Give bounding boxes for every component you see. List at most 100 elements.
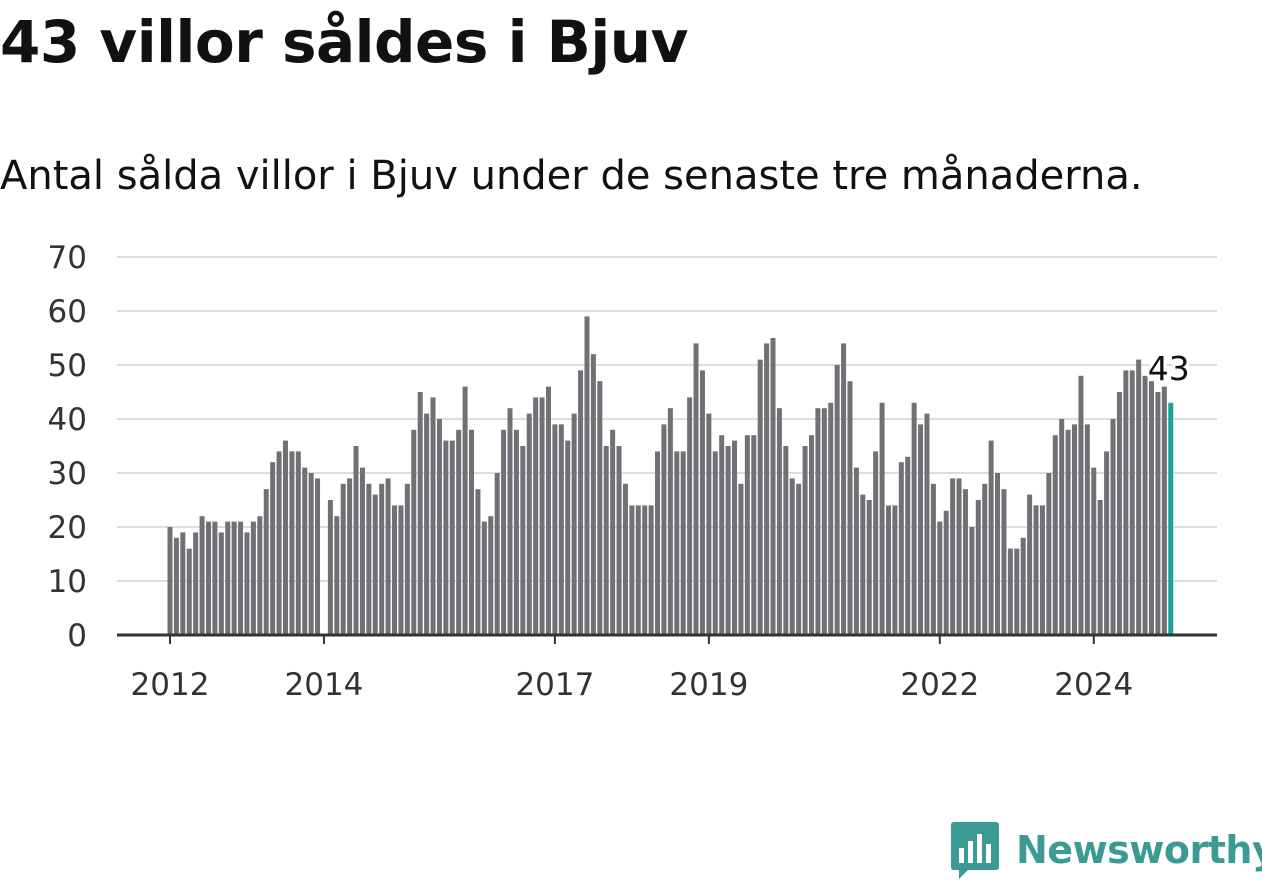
bar-latest <box>1168 402 1174 635</box>
bar <box>205 521 211 635</box>
bar <box>263 489 269 635</box>
bar <box>385 478 391 635</box>
bar <box>802 446 808 635</box>
bar <box>218 532 224 635</box>
bar <box>340 483 346 635</box>
bar <box>238 521 244 635</box>
latest-value-label: 43 <box>1148 349 1190 388</box>
bar <box>193 532 199 635</box>
bar <box>520 446 526 635</box>
bar <box>796 483 802 635</box>
bar <box>918 424 924 635</box>
bar <box>789 478 795 635</box>
bar <box>481 521 487 635</box>
bar <box>603 446 609 635</box>
bar <box>558 424 564 635</box>
y-tick-label: 60 <box>48 294 87 330</box>
bar <box>456 429 462 635</box>
bar <box>295 451 301 635</box>
bar <box>308 473 314 635</box>
bar <box>988 440 994 635</box>
x-axis <box>117 633 1217 644</box>
bar <box>302 467 308 635</box>
bar <box>186 548 192 635</box>
bar <box>860 494 866 635</box>
bar <box>969 527 975 635</box>
bar <box>411 429 417 635</box>
bar <box>873 451 879 635</box>
brand-name: Newsworthy <box>1016 828 1262 872</box>
bar <box>276 451 282 635</box>
bar <box>366 483 372 635</box>
bar <box>995 473 1001 635</box>
bar <box>834 365 840 635</box>
bar <box>937 521 943 635</box>
bar <box>962 489 968 635</box>
x-tick-label: 2012 <box>131 667 210 703</box>
bar <box>911 402 917 635</box>
bar <box>757 359 763 635</box>
bar <box>250 521 256 635</box>
bar <box>674 451 680 635</box>
bar <box>982 483 988 635</box>
x-tick-label: 2022 <box>900 667 979 703</box>
y-tick-label: 30 <box>48 456 87 492</box>
bar <box>347 478 353 635</box>
bar <box>751 435 757 635</box>
bar <box>1129 370 1135 635</box>
bar <box>950 478 956 635</box>
bar <box>173 537 179 635</box>
bar <box>565 440 571 635</box>
bar <box>924 413 930 635</box>
bar <box>443 440 449 635</box>
bar <box>642 505 648 635</box>
bar <box>282 440 288 635</box>
bar <box>501 429 507 635</box>
bar <box>1142 375 1148 635</box>
bar <box>847 381 853 635</box>
bar <box>719 435 725 635</box>
newsworthy-logo: Newsworthy <box>950 820 1262 880</box>
chart-title: 43 villor såldes i Bjuv <box>0 8 688 76</box>
bar <box>655 451 661 635</box>
bar <box>616 446 622 635</box>
bar <box>327 500 333 635</box>
bar <box>1091 467 1097 635</box>
bar <box>1014 548 1020 635</box>
bar <box>552 424 558 635</box>
bar <box>507 408 513 635</box>
bar <box>744 435 750 635</box>
bar <box>725 446 731 635</box>
bar <box>270 462 276 635</box>
bar <box>680 451 686 635</box>
bar <box>430 397 436 635</box>
bar <box>424 413 430 635</box>
bar <box>866 500 872 635</box>
bar <box>533 397 539 635</box>
bar <box>449 440 455 635</box>
bar <box>353 446 359 635</box>
y-tick-label: 40 <box>48 402 87 438</box>
bar <box>392 505 398 635</box>
bar <box>930 483 936 635</box>
bar <box>905 456 911 635</box>
y-tick-label: 20 <box>48 510 87 546</box>
newsworthy-logo-icon <box>951 822 999 879</box>
bar <box>841 343 847 635</box>
bar <box>539 397 545 635</box>
chart-subtitle: Antal sålda villor i Bjuv under de senas… <box>0 153 1143 199</box>
x-tick-label: 2014 <box>285 667 364 703</box>
labels: 0 10 20 30 40 50 60 70 2012 2014 2017 2019 2022 2024 4… <box>48 240 1193 703</box>
bar <box>1084 424 1090 635</box>
bar <box>398 505 404 635</box>
bar <box>257 516 263 635</box>
bar <box>590 354 596 635</box>
bar <box>661 424 667 635</box>
bar <box>1078 375 1084 635</box>
bar <box>821 408 827 635</box>
bars <box>167 316 1174 635</box>
bar <box>545 386 551 635</box>
bar <box>1123 370 1129 635</box>
bar <box>372 494 378 635</box>
